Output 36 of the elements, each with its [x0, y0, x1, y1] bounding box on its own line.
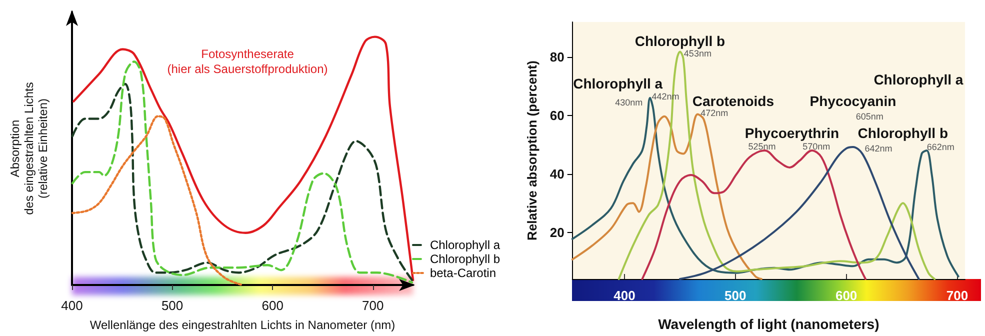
annotation: Fotosyntheserate (hier als Sauerstoffproduktion)	[167, 47, 328, 76]
annotation: 605nm	[856, 111, 884, 122]
annotation: 525nm	[748, 141, 776, 152]
x-tick-label: 400	[614, 288, 636, 303]
legend-label: beta-Carotin	[430, 266, 496, 280]
annotation: 472nm	[700, 108, 728, 118]
y-tick-label: 60	[550, 108, 564, 123]
annotation: Chlorophyll b	[858, 124, 948, 141]
y-tick-label: 80	[550, 50, 564, 65]
x-tick-label: 500	[724, 288, 746, 303]
y-tick-label: 20	[550, 224, 564, 240]
x-tick-label: 600	[835, 288, 858, 303]
annotation: Phycocyanin	[810, 92, 896, 109]
annotation: 430nm	[615, 97, 643, 108]
legend-label: Chlorophyll a	[430, 238, 500, 252]
x-tick-label: 700	[362, 298, 384, 313]
y-axis-title: Relative absorption (percent)	[524, 60, 540, 240]
annotation: Carotenoids	[692, 92, 774, 109]
annotation: Chlorophyll b	[634, 32, 726, 49]
annotation: 662nm	[926, 142, 954, 152]
annotation: Chlorophyll a	[874, 72, 964, 88]
x-tick-label: 500	[161, 298, 184, 313]
y-tick-label: 40	[550, 166, 564, 182]
annotation: 570nm	[802, 141, 830, 152]
annotation: 642nm	[864, 144, 892, 154]
line-series	[641, 150, 867, 280]
annotation: Phycoerythrin	[744, 124, 840, 141]
annotation: 453nm	[684, 48, 712, 59]
y-axis-title: Absorption des eingestrahlten Lichts (relative Einheiten)	[8, 82, 50, 215]
legend-label: Chlorophyll b	[430, 252, 500, 266]
x-axis-title: Wavelength of light (nanometers)	[658, 316, 880, 332]
annotation: Chlorophyll a	[573, 75, 663, 92]
x-axis-title: Wellenlänge des eingestrahlten Lichts in Nanometer (nm)	[90, 318, 396, 332]
x-tick-label: 700	[946, 288, 968, 303]
x-tick-label: 600	[262, 298, 284, 313]
x-tick-label: 400	[61, 298, 83, 313]
